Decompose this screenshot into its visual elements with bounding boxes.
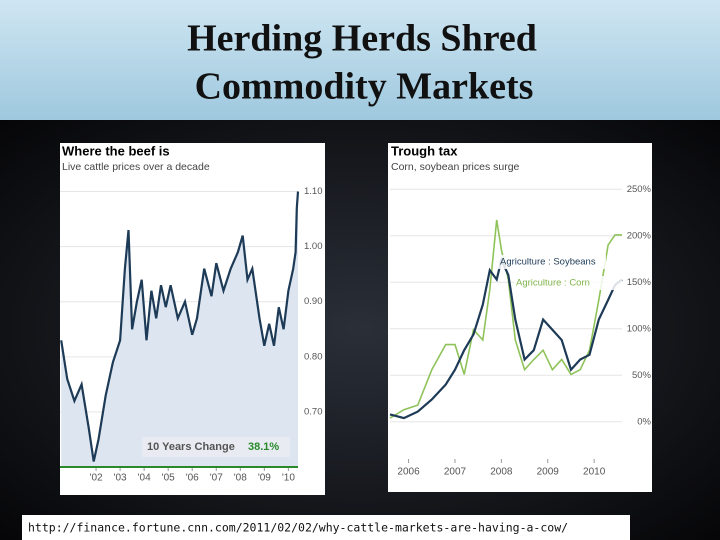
- x-tick-label: '08: [234, 473, 247, 484]
- y-tick-label: 200%: [627, 230, 652, 241]
- annotation-value: 38.1%: [248, 441, 279, 453]
- x-tick-label: 2007: [444, 467, 467, 478]
- x-tick-label: '07: [210, 473, 223, 484]
- x-tick-label: '05: [162, 473, 175, 484]
- x-tick-label: '04: [138, 473, 151, 484]
- y-tick-label: 100%: [627, 323, 652, 334]
- x-tick-label: '10: [282, 473, 295, 484]
- x-tick-label: 2009: [537, 467, 560, 478]
- y-tick-label: 250%: [627, 184, 652, 195]
- slide-title: Commodity Markets: [195, 66, 534, 108]
- annotation: 10 Years Change: [147, 441, 235, 453]
- chart-subtitle: Corn, soybean prices surge: [391, 161, 520, 173]
- chart-title: Trough tax: [391, 143, 458, 158]
- line: [389, 219, 622, 419]
- chart-subtitle: Live cattle prices over a decade: [62, 161, 210, 173]
- chart-panel: [388, 143, 652, 492]
- line: [60, 191, 300, 462]
- x-tick-label: '06: [186, 473, 199, 484]
- y-tick-label: 150%: [627, 277, 652, 288]
- slide-title: Herding Herds Shred: [187, 18, 537, 60]
- y-tick-label: 0.90: [304, 296, 323, 307]
- x-tick-label: '03: [114, 473, 127, 484]
- source-url: http://finance.fortune.cnn.com/2011/02/0…: [28, 521, 568, 535]
- chart-title: Where the beef is: [62, 143, 170, 158]
- x-tick-label: 2010: [583, 467, 606, 478]
- legend-bg: [498, 255, 606, 269]
- annotation-box: [142, 437, 290, 457]
- x-tick-label: 2006: [397, 467, 420, 478]
- y-tick-label: 50%: [632, 370, 652, 381]
- x-tick-label: '09: [258, 473, 271, 484]
- legend-label: Agriculture : Corn: [516, 278, 590, 289]
- y-tick-label: 1.00: [304, 241, 323, 252]
- y-tick-label: 0.80: [304, 351, 323, 362]
- x-tick-label: '02: [90, 473, 103, 484]
- source-bar: [22, 515, 630, 540]
- y-tick-label: 1.10: [304, 186, 323, 197]
- header-band: [0, 0, 720, 120]
- y-tick-label: 0%: [637, 416, 651, 427]
- x-tick-label: 2008: [490, 467, 513, 478]
- y-tick-label: 0.70: [304, 406, 323, 417]
- legend-label: Agriculture : Soybeans: [500, 257, 596, 268]
- area: [61, 191, 299, 467]
- legend-bg: [514, 276, 622, 290]
- line: [389, 256, 623, 420]
